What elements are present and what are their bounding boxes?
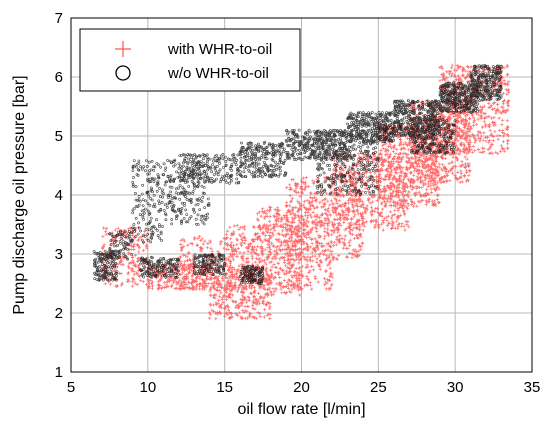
y-tick-label: 6	[55, 69, 63, 86]
data-point-circle-marks	[92, 64, 503, 285]
x-tick-label: 35	[524, 379, 541, 396]
legend: with WHR-to-oil w/o WHR-to-oil	[79, 28, 301, 92]
x-tick-label: 25	[370, 379, 387, 396]
legend-box	[79, 28, 301, 92]
y-tick-labels: 1 2 3 4 5 6 7	[55, 10, 63, 381]
y-tick-label: 5	[55, 128, 63, 145]
legend-circle-marker	[115, 65, 131, 81]
x-tick-label: 30	[447, 379, 464, 396]
x-tick-label: 5	[67, 379, 75, 396]
x-axis-label: oil flow rate [l/min]	[237, 401, 365, 418]
x-tick-label: 10	[139, 379, 156, 396]
legend-entry-with-whr: with WHR-to-oil	[167, 41, 272, 58]
plot-frame	[70, 17, 533, 373]
y-tick-label: 7	[55, 10, 63, 27]
x-tick-label: 15	[216, 379, 233, 396]
x-tick-label: 20	[293, 379, 310, 396]
y-tick-label: 4	[55, 187, 63, 204]
legend-entry-without-whr: w/o WHR-to-oil	[167, 65, 269, 82]
y-tick-label: 1	[55, 364, 63, 381]
x-tick-labels: 5 10 15 20 25 30 35	[67, 379, 541, 396]
series-without-whr-to-oil	[92, 64, 503, 285]
y-tick-label: 2	[55, 305, 63, 322]
y-axis-label: Pump discharge oil pressure [bar]	[11, 75, 28, 314]
legend-plus-marker	[115, 41, 131, 57]
y-tick-label: 3	[55, 246, 63, 263]
